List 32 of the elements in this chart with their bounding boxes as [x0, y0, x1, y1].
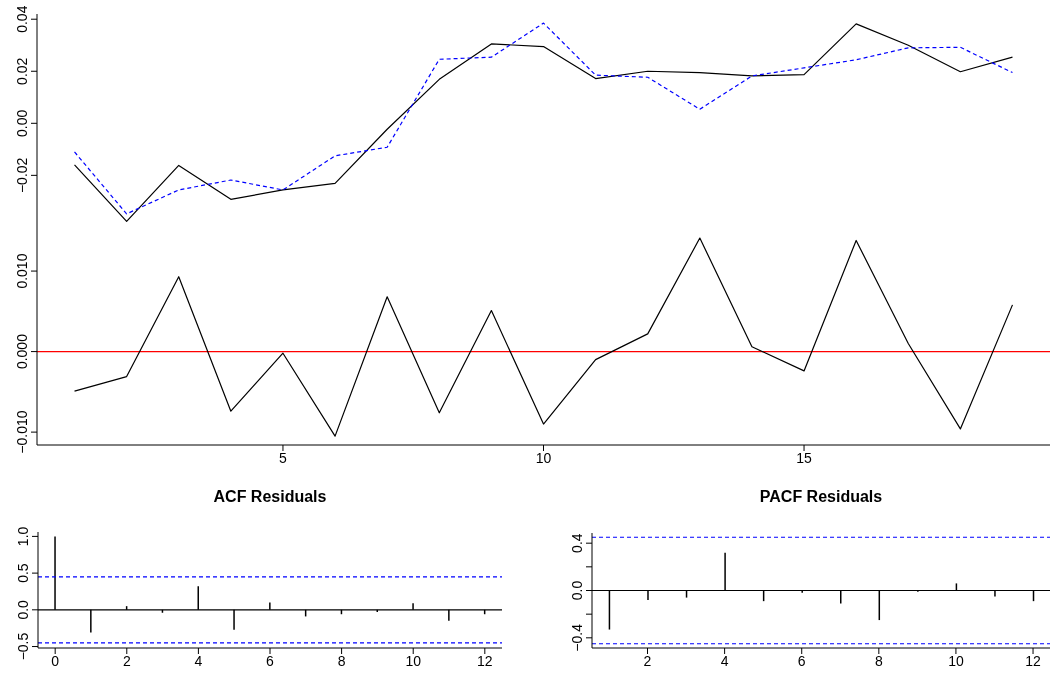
x-tick-label: 2 [122, 652, 131, 669]
chart-title: ACF Residuals [212, 488, 328, 506]
x-tick-label: 10 [948, 652, 964, 669]
y-tick-label: 0.02 [14, 57, 30, 85]
y-tick-label: 0.0 [15, 599, 31, 620]
y-tick-label: 0.04 [14, 5, 30, 33]
x-tick-label: 10 [405, 652, 422, 669]
x-tick-label: 4 [720, 652, 729, 669]
x-tick-label: 12 [1025, 652, 1042, 669]
x-tick-label: 6 [266, 652, 275, 669]
y-tick-label: 0.4 [569, 533, 585, 553]
x-tick-label: 6 [797, 652, 806, 669]
y-tick-label: 0.5 [15, 563, 31, 583]
y-tick-label: 0.000 [14, 333, 30, 370]
y-tick-label: −0.02 [14, 157, 30, 194]
x-tick-label: 12 [477, 652, 493, 669]
y-tick-label: −0.010 [14, 410, 30, 454]
y-tick-label: 1.0 [15, 526, 31, 547]
y-tick-label: −0.5 [15, 632, 31, 661]
x-tick-label: 4 [194, 652, 203, 669]
x-tick-label: 5 [279, 449, 288, 466]
x-tick-label: 8 [337, 652, 346, 669]
y-tick-label: 0.00 [14, 109, 30, 137]
y-tick-label: 0.010 [14, 253, 30, 289]
x-tick-label: 10 [535, 449, 552, 466]
x-tick-label: 8 [874, 652, 883, 669]
x-tick-label: 2 [643, 652, 652, 669]
chart-title: PACF Residuals [758, 488, 884, 506]
y-tick-label: 0.0 [569, 580, 585, 601]
y-tick-label: −0.4 [569, 623, 585, 652]
x-tick-label: 0 [51, 652, 60, 669]
x-tick-label: 15 [796, 449, 813, 466]
